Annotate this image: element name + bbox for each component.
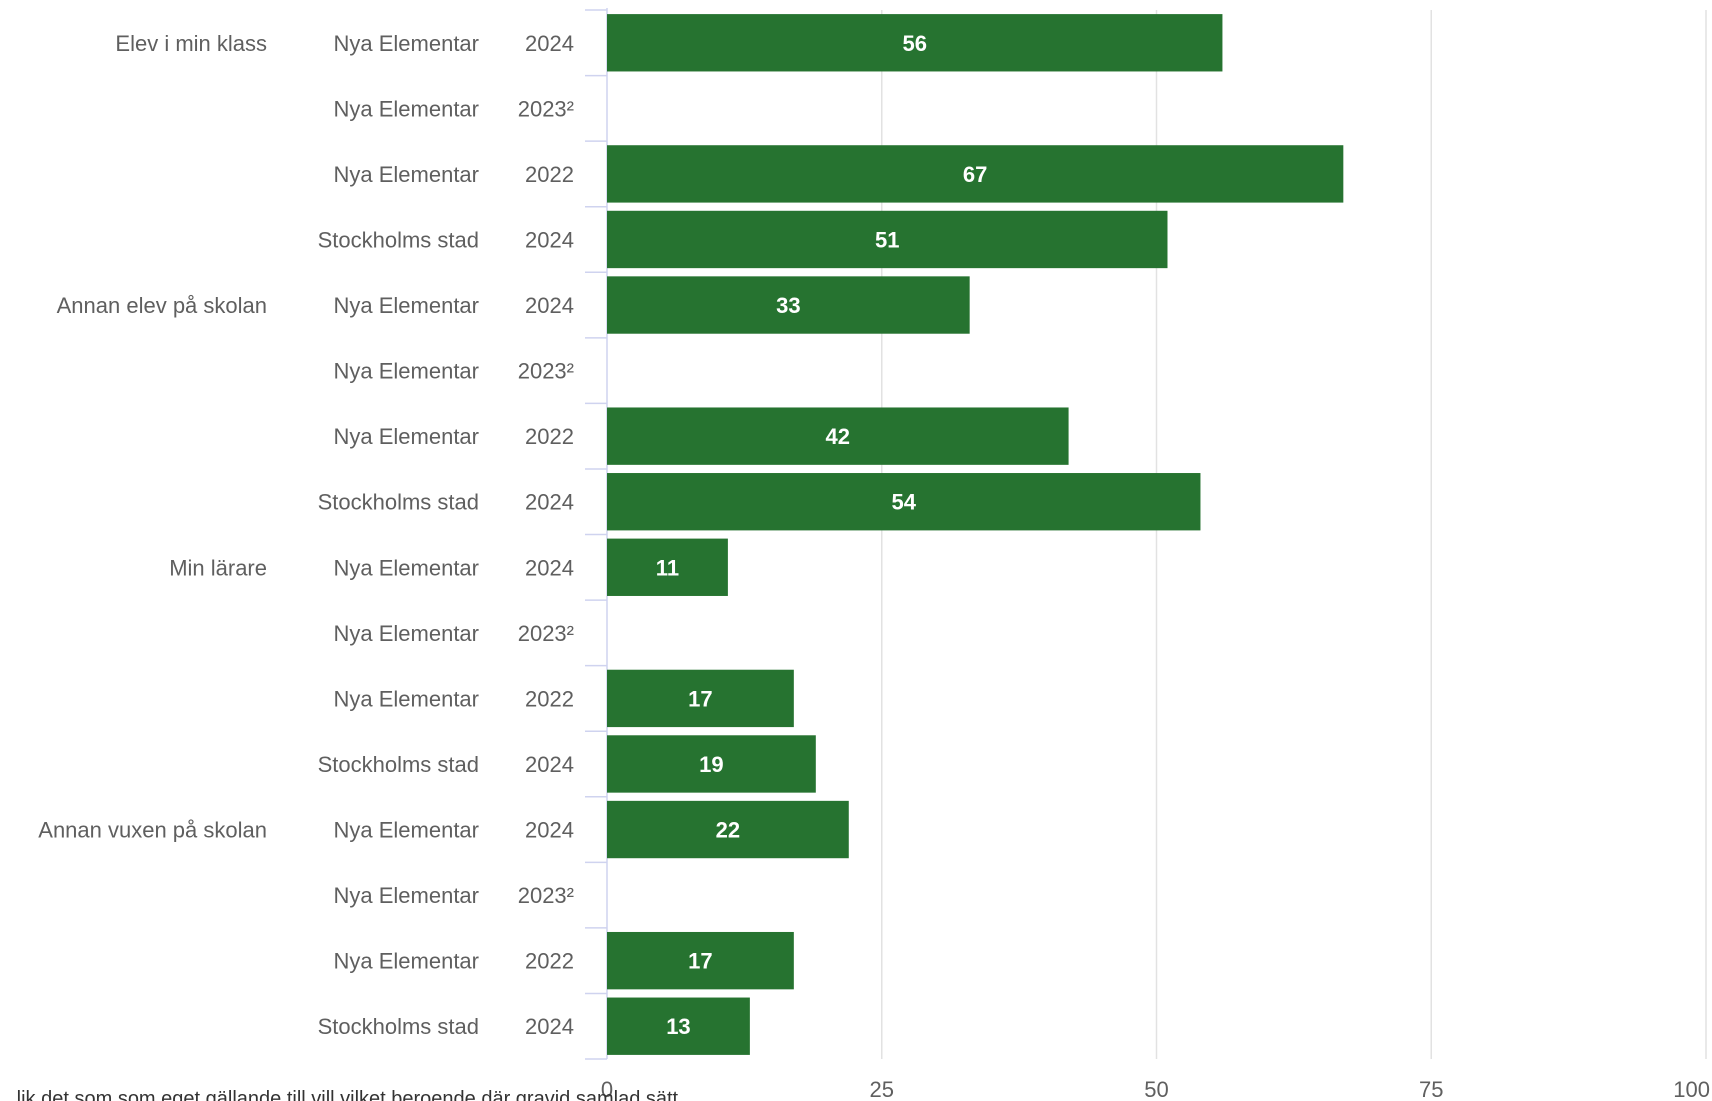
year-label: 2023² — [518, 96, 574, 121]
bar — [607, 473, 1201, 531]
group-label: Annan elev på skolan — [57, 293, 267, 318]
school-label: Nya Elementar — [333, 424, 479, 449]
category-axis — [585, 8, 608, 1060]
school-label: Nya Elementar — [333, 621, 479, 646]
bar-value-label: 42 — [826, 424, 850, 449]
year-label: 2022 — [525, 424, 574, 449]
footnote: ...lik det som som eget gällande till vi… — [0, 1088, 695, 1101]
bar-value-label: 56 — [902, 31, 926, 56]
year-label: 2024 — [525, 818, 574, 843]
school-label: Stockholms stad — [318, 490, 479, 515]
year-label: 2023² — [518, 621, 574, 646]
x-tick-labels: 0 25 50 75 100 — [601, 1077, 1710, 1101]
bar-value-label: 67 — [963, 162, 987, 187]
bar-value-label: 17 — [688, 949, 712, 974]
school-label: Nya Elementar — [333, 883, 479, 908]
bar-value-label: 54 — [891, 490, 916, 515]
year-label: 2024 — [525, 1014, 574, 1039]
year-label: 2022 — [525, 162, 574, 187]
year-label: 2022 — [525, 949, 574, 974]
group-label: Elev i min klass — [115, 31, 267, 56]
school-label: Stockholms stad — [318, 227, 479, 252]
bar — [607, 145, 1344, 203]
year-label: 2024 — [525, 490, 574, 515]
school-label: Nya Elementar — [333, 31, 479, 56]
group-label: Min lärare — [169, 555, 267, 580]
x-tick-label: 100 — [1673, 1077, 1710, 1101]
bar — [607, 210, 1168, 269]
year-label: 2023² — [518, 359, 574, 384]
x-tick-label: 50 — [1144, 1077, 1168, 1101]
year-label: 2024 — [525, 752, 574, 777]
school-label: Stockholms stad — [318, 752, 479, 777]
school-label: Nya Elementar — [333, 162, 479, 187]
bar — [607, 735, 816, 793]
bar — [607, 538, 728, 596]
x-tick-label: 0 — [601, 1077, 613, 1101]
category-labels: 2024 Nya Elementar Elev i min klass 2023² Ny… — [38, 31, 574, 1039]
bar — [607, 407, 1069, 465]
school-label: Nya Elementar — [333, 359, 479, 384]
school-label: Nya Elementar — [333, 293, 479, 318]
bar — [607, 276, 970, 334]
year-label: 2024 — [525, 227, 574, 252]
bars: 56 67 51 33 42 54 11 17 19 22 17 13 — [607, 14, 1344, 1055]
school-label: Nya Elementar — [333, 818, 479, 843]
bar — [607, 931, 794, 990]
bar — [607, 800, 849, 859]
year-label: 2022 — [525, 686, 574, 711]
bar-value-label: 51 — [875, 227, 899, 252]
school-label: Nya Elementar — [333, 555, 479, 580]
bar-value-label: 22 — [716, 818, 740, 843]
school-label: Stockholms stad — [318, 1014, 479, 1039]
bar-value-label: 11 — [656, 555, 679, 580]
school-label: Nya Elementar — [333, 96, 479, 121]
year-label: 2023² — [518, 883, 574, 908]
school-label: Nya Elementar — [333, 686, 479, 711]
year-label: 2024 — [525, 555, 574, 580]
group-label: Annan vuxen på skolan — [38, 818, 267, 843]
x-tick-label: 25 — [870, 1077, 894, 1101]
year-label: 2024 — [525, 293, 574, 318]
bar-value-label: 19 — [699, 752, 723, 777]
school-label: Nya Elementar — [333, 949, 479, 974]
bar — [607, 14, 1223, 72]
bar-value-label: 33 — [776, 293, 800, 318]
bar-value-label: 13 — [666, 1014, 690, 1039]
x-tick-label: 75 — [1419, 1077, 1443, 1101]
year-label: 2024 — [525, 31, 574, 56]
bar — [607, 997, 750, 1055]
bar-value-label: 17 — [688, 686, 712, 711]
bar — [607, 669, 794, 728]
